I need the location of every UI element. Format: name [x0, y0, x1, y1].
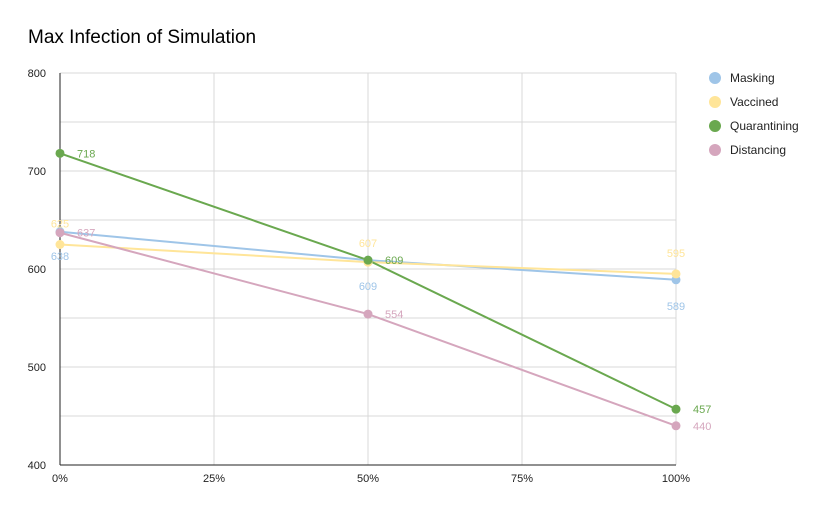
legend-swatch-vaccined: [709, 96, 721, 108]
y-tick-label: 800: [28, 68, 46, 80]
y-tick-label: 400: [28, 460, 46, 472]
data-label-vaccined: 607: [359, 238, 377, 250]
x-tick-label: 50%: [357, 473, 379, 485]
legend-item-vaccined[interactable]: Vaccined: [709, 90, 799, 114]
data-label-quarantining: 457: [693, 404, 711, 416]
legend-item-quarantining[interactable]: Quarantining: [709, 114, 799, 138]
data-point-quarantining: [363, 255, 373, 265]
x-tick-label: 75%: [511, 473, 533, 485]
data-label-vaccined: 625: [51, 219, 69, 231]
data-point-distancing: [55, 228, 65, 238]
chart-legend: Masking Vaccined Quarantining Distancing: [709, 66, 799, 162]
data-point-vaccined: [671, 269, 681, 279]
data-point-vaccined: [55, 240, 65, 249]
x-tick-label: 25%: [203, 473, 225, 485]
data-label-quarantining: 609: [385, 255, 403, 267]
data-point-distancing: [363, 309, 373, 319]
legend-label-distancing: Distancing: [730, 143, 787, 157]
data-label-distancing: 440: [693, 421, 711, 433]
y-tick-label: 500: [28, 362, 46, 374]
data-point-distancing: [671, 421, 681, 431]
data-label-vaccined: 595: [667, 248, 685, 260]
data-label-distancing: 637: [77, 228, 95, 240]
data-label-quarantining: 718: [77, 148, 95, 160]
legend-item-distancing[interactable]: Distancing: [709, 138, 799, 162]
data-label-masking: 589: [667, 301, 685, 313]
y-tick-label: 600: [28, 264, 46, 276]
data-point-quarantining: [55, 148, 65, 158]
legend-label-masking: Masking: [730, 71, 775, 85]
legend-label-quarantining: Quarantining: [730, 119, 799, 133]
legend-swatch-masking: [709, 72, 721, 84]
legend-label-vaccined: Vaccined: [730, 95, 779, 109]
data-label-masking: 609: [359, 281, 377, 293]
y-tick-label: 700: [28, 166, 46, 178]
x-tick-label: 100%: [662, 473, 690, 485]
data-label-masking: 638: [51, 251, 69, 263]
data-label-distancing: 554: [385, 309, 403, 321]
x-tick-label: 0%: [52, 473, 68, 485]
chart-title: Max Infection of Simulation: [28, 27, 257, 48]
legend-swatch-quarantining: [709, 120, 721, 132]
legend-item-masking[interactable]: Masking: [709, 66, 799, 90]
legend-swatch-distancing: [709, 144, 721, 156]
data-point-quarantining: [671, 404, 681, 414]
